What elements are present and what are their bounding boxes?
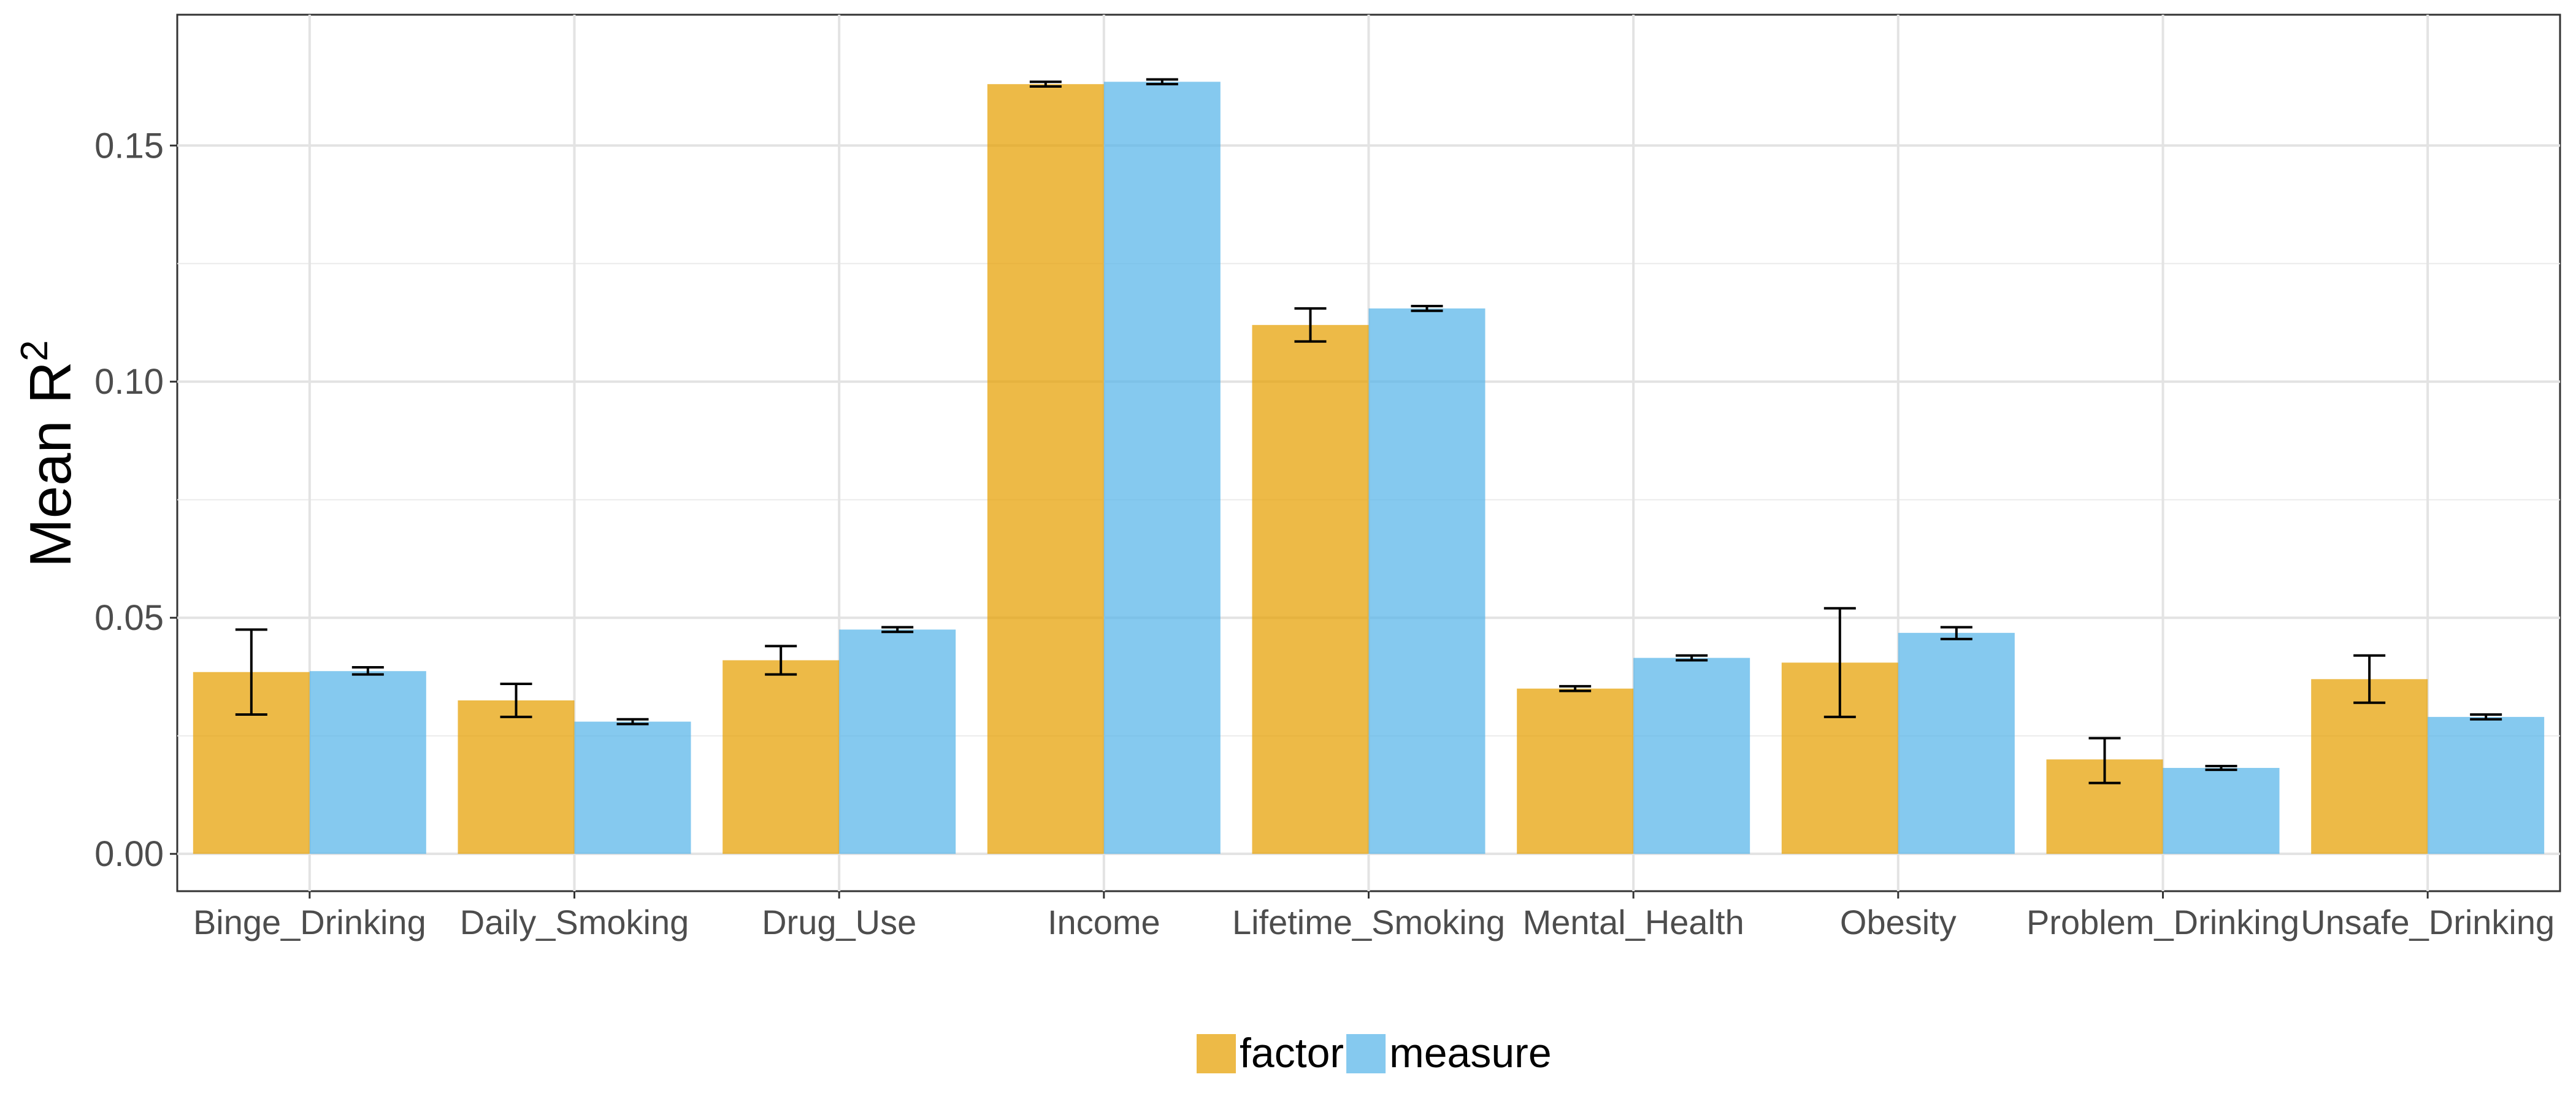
bar-factor bbox=[723, 660, 840, 854]
x-tick-label: Mental_Health bbox=[1523, 903, 1744, 941]
bar-measure bbox=[1103, 82, 1221, 854]
legend-key-factor bbox=[1197, 1034, 1236, 1073]
y-axis-label: Mean R2 bbox=[13, 340, 83, 568]
legend: factor measure bbox=[1197, 1030, 1552, 1076]
x-axis-ticks: Binge_Drinking Daily_Smoking Drug_Use Incom… bbox=[193, 891, 2555, 941]
y-axis-ticks: 0.00 0.05 0.10 0.15 bbox=[94, 126, 177, 874]
bar-measure bbox=[839, 629, 956, 854]
bar-measure bbox=[2428, 716, 2545, 854]
x-tick-label: Daily_Smoking bbox=[460, 903, 689, 941]
bar-factor bbox=[1252, 324, 1369, 854]
x-tick-label: Income bbox=[1048, 903, 1160, 941]
bar-measure bbox=[309, 671, 426, 854]
bar-measure bbox=[1898, 632, 2015, 854]
y-tick-label: 0.05 bbox=[94, 598, 164, 638]
x-tick-label: Drug_Use bbox=[762, 903, 916, 941]
x-tick-label: Problem_Drinking bbox=[2026, 903, 2299, 941]
bar-measure bbox=[574, 721, 691, 854]
bar-factor bbox=[2311, 679, 2428, 854]
bars bbox=[193, 82, 2545, 854]
legend-key-measure bbox=[1346, 1034, 1386, 1073]
bar-factor bbox=[458, 700, 575, 854]
bar-measure bbox=[2163, 768, 2280, 854]
bar-measure bbox=[1633, 657, 1750, 854]
legend-label-factor: factor bbox=[1240, 1030, 1344, 1076]
legend-label-measure: measure bbox=[1389, 1030, 1552, 1076]
y-tick-label: 0.00 bbox=[94, 834, 164, 874]
bar-factor bbox=[1517, 688, 1634, 854]
bar-factor bbox=[987, 84, 1104, 854]
y-tick-label: 0.15 bbox=[94, 126, 164, 166]
bar-measure bbox=[1368, 308, 1485, 854]
x-tick-label: Unsafe_Drinking bbox=[2301, 903, 2555, 941]
x-tick-label: Binge_Drinking bbox=[193, 903, 426, 941]
y-axis-label-superscript: 2 bbox=[13, 340, 56, 361]
x-tick-label: Obesity bbox=[1840, 903, 1957, 941]
x-tick-label: Lifetime_Smoking bbox=[1232, 903, 1505, 941]
y-tick-label: 0.10 bbox=[94, 362, 164, 402]
error-bars bbox=[235, 78, 2502, 784]
y-axis-label-text: Mean R bbox=[18, 361, 83, 567]
